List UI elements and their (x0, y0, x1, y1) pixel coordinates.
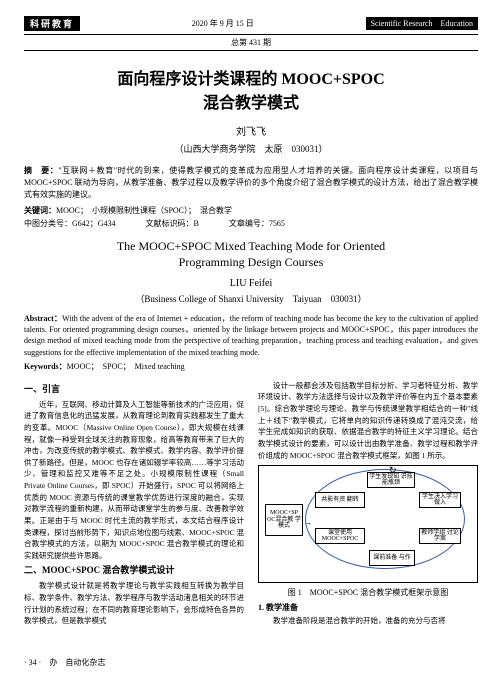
abstract-en-text: With the advent of the era of Internet +… (24, 314, 478, 357)
flow-node-n2: 学生决入学习 做入 (419, 492, 461, 508)
arrow-icon: → (303, 516, 312, 530)
col2-para1: 设计一般都会涉及包括教学目标分析、学习者特征分析、教学环境设计、教学方法选择与设… (258, 380, 478, 461)
header-date: 2020 年 9 月 15 日 (192, 18, 254, 29)
section3-para: 教学准备阶段是混合教学的开始，准备的充分与否将 (258, 615, 478, 627)
column-right: 设计一般都会涉及包括教学目标分析、学习者特征分析、教学环境设计、教学方法选择与设… (258, 380, 478, 627)
kw-en-text: MOOC； SPOC； Mixed teaching (67, 362, 185, 371)
flow-node-n4: 课前准备 与作 (369, 550, 415, 566)
flow-node-n5: 课堂使用 MOOC+SPOC (315, 528, 365, 544)
keywords-en: Keywords：MOOC； SPOC； Mixed teaching (24, 361, 478, 372)
issue-number: 总第 431 期 (24, 35, 478, 51)
kw-en-label: Keywords： (24, 362, 67, 371)
classification-row: 中图分类号：G642；G434 文献标识码：B 文章编号：7565 (24, 218, 478, 229)
flow-node-left_box: MOOC+SP OC混合教 学模式 (265, 504, 303, 536)
affiliation-cn: （山西大学商务学院 太原 030031） (24, 142, 478, 155)
flow-node-n6: 共影有资 翻转 (315, 492, 365, 508)
arrow-icon: ↻ (389, 464, 397, 478)
header-row: 科研教育 2020 年 9 月 15 日 Scientific Research… (24, 16, 478, 35)
abstract-cn: 摘 要："互联网＋教育"时代的到来，使得教学模式的变革成为应用型人才培养的关键。… (24, 165, 478, 201)
affiliation-en: （Business College of Shanxi University T… (24, 292, 478, 305)
figure1-caption: 图 1 MOOC+SPOC 混合教学模式框架示意图 (258, 587, 478, 599)
column-left: 一、引言 近年，互联网、移动计算及人工智能等新技术的广泛应用，促进了教育信息化的… (24, 380, 244, 627)
kw-cn-text: MOOC； 小规模限制性课程（SPOC）； 混合教学 (56, 206, 232, 215)
abstract-en-label: Abstract： (24, 314, 62, 323)
kw-cn-label: 关键词： (24, 206, 56, 215)
section2-para1: 教学模式设计就是将教学理论与教学实践相互转换为教学目标、教学条件、教学方法、教学… (24, 580, 244, 627)
section2-heading: 二、MOOC+SPOC 混合教学模式设计 (24, 564, 244, 578)
article-number: 文章编号：7565 (229, 218, 285, 229)
section1-para1: 近年，互联网、移动计算及人工智能等新技术的广泛应用，促进了教育信息化的迅猛发展，… (24, 399, 244, 562)
clc-number: 中图分类号：G642；G434 (24, 218, 116, 229)
title-en-line2: Programming Design Courses (24, 255, 478, 270)
title-cn-line2: 混合教学模式 (24, 89, 478, 113)
abstract-en: Abstract：With the advent of the era of I… (24, 313, 478, 358)
flow-node-n3: 教师学组 讨论学案 (419, 528, 461, 544)
figure-1: MOOC+SP OC混合教 学模式学生发现知 识技能瓶颈学生决入学习 做入教师学… (258, 465, 478, 583)
keywords-cn: 关键词：MOOC； 小规模限制性课程（SPOC）； 混合教学 (24, 205, 478, 216)
author-cn: 刘飞飞 (24, 123, 478, 138)
journal-badge: Scientific Research Education (366, 17, 478, 30)
section3-heading: 1. 教学准备 (258, 602, 478, 614)
title-cn-line1: 面向程序设计类课程的 MOOC+SPOC (24, 65, 478, 89)
title-en-line1: The MOOC+SPOC Mixed Teaching Mode for Or… (24, 239, 478, 254)
author-en: LIU Feifei (24, 278, 478, 289)
abstract-cn-label: 摘 要： (24, 166, 58, 175)
page-root: 科研教育 2020 年 9 月 15 日 Scientific Research… (0, 0, 502, 676)
section1-heading: 一、引言 (24, 383, 244, 397)
page-footer: · 34 · 办 自动化杂志 (24, 657, 105, 668)
abstract-cn-text: "互联网＋教育"时代的到来，使得教学模式的变革成为应用型人才培养的关键。面向程序… (24, 166, 478, 199)
section-badge: 科研教育 (24, 16, 80, 31)
body-columns: 一、引言 近年，互联网、移动计算及人工智能等新技术的广泛应用，促进了教育信息化的… (24, 380, 478, 627)
doc-code: 文献标识码：B (146, 218, 199, 229)
